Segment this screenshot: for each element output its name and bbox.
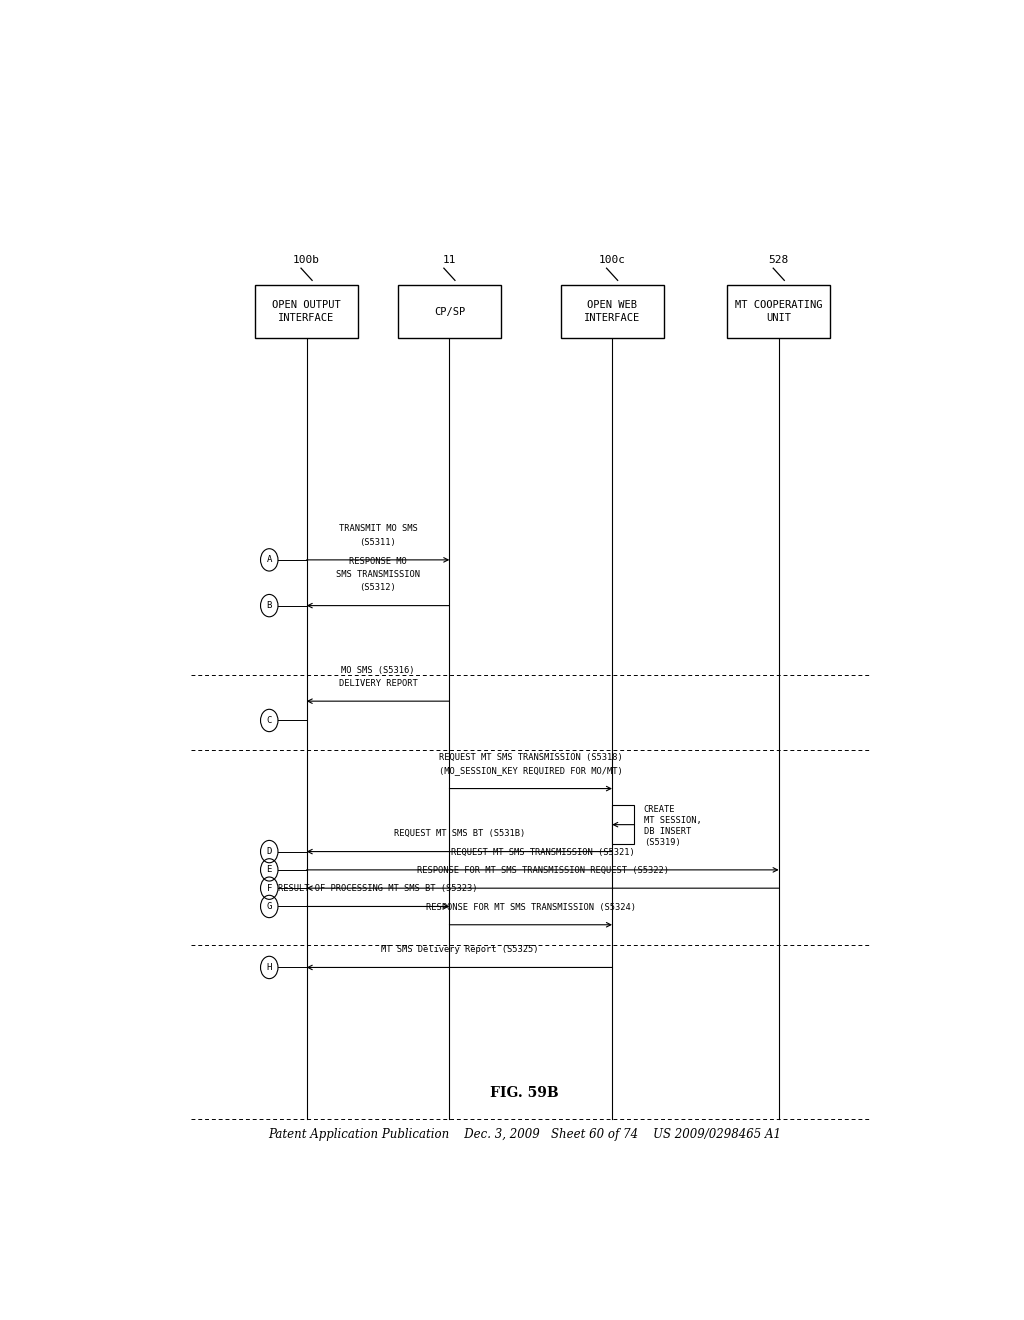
Text: 11: 11 (442, 255, 456, 265)
Bar (255, 285, 358, 338)
Text: C: C (266, 715, 272, 725)
Text: DELIVERY REPORT: DELIVERY REPORT (339, 678, 418, 688)
Text: B: B (266, 601, 272, 610)
Text: E: E (266, 866, 272, 874)
Text: RESPONSE FOR MT SMS TRANSMISSION (S5324): RESPONSE FOR MT SMS TRANSMISSION (S5324) (426, 903, 636, 912)
Text: MT SMS Delivery Report (S5325): MT SMS Delivery Report (S5325) (381, 945, 538, 954)
Text: 100c: 100c (599, 255, 626, 265)
Text: RESULT OF PROCESSING MT SMS BT (S5323): RESULT OF PROCESSING MT SMS BT (S5323) (279, 884, 478, 894)
Bar (612, 805, 634, 845)
Text: OPEN OUTPUT
INTERFACE: OPEN OUTPUT INTERFACE (272, 300, 341, 323)
Text: FIG. 59B: FIG. 59B (490, 1086, 559, 1101)
Text: (S5319): (S5319) (644, 838, 681, 847)
Text: 100b: 100b (293, 255, 321, 265)
Text: Patent Application Publication    Dec. 3, 2009   Sheet 60 of 74    US 2009/02984: Patent Application Publication Dec. 3, 2… (268, 1127, 781, 1140)
Text: CP/SP: CP/SP (434, 306, 465, 317)
Text: MO SMS (S5316): MO SMS (S5316) (341, 665, 415, 675)
Text: OPEN WEB
INTERFACE: OPEN WEB INTERFACE (584, 300, 640, 323)
Bar (397, 285, 501, 338)
Bar (727, 285, 830, 338)
Text: (MO_SESSION_KEY REQUIRED FOR MO/MT): (MO_SESSION_KEY REQUIRED FOR MO/MT) (439, 767, 623, 775)
Text: H: H (266, 964, 272, 972)
Text: REQUEST MT SMS TRANSMISSION (S5321): REQUEST MT SMS TRANSMISSION (S5321) (451, 847, 635, 857)
Text: 528: 528 (769, 255, 788, 265)
Bar (560, 285, 664, 338)
Text: (S5311): (S5311) (359, 537, 396, 546)
Text: (S5312): (S5312) (359, 583, 396, 593)
Text: CREATE: CREATE (644, 805, 676, 814)
Text: TRANSMIT MO SMS: TRANSMIT MO SMS (339, 524, 418, 533)
Text: A: A (266, 556, 272, 565)
Text: RESPONSE MO: RESPONSE MO (349, 557, 407, 566)
Text: F: F (266, 883, 272, 892)
Text: REQUEST MT SMS BT (S531B): REQUEST MT SMS BT (S531B) (393, 829, 525, 838)
Text: G: G (266, 902, 272, 911)
Text: REQUEST MT SMS TRANSMISSION (S5318): REQUEST MT SMS TRANSMISSION (S5318) (439, 754, 623, 762)
Text: MT SESSION,: MT SESSION, (644, 816, 701, 825)
Text: MT COOPERATING
UNIT: MT COOPERATING UNIT (735, 300, 822, 323)
Text: DB INSERT: DB INSERT (644, 828, 691, 836)
Text: D: D (266, 847, 272, 857)
Text: SMS TRANSMISSION: SMS TRANSMISSION (336, 570, 420, 579)
Text: RESPONSE FOR MT SMS TRANSMISSION REQUEST (S5322): RESPONSE FOR MT SMS TRANSMISSION REQUEST… (417, 866, 669, 875)
